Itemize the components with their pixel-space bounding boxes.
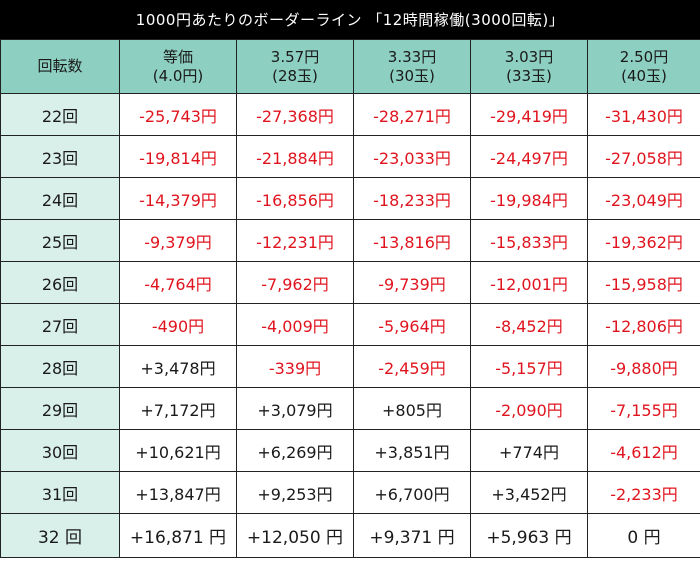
rotation-count-label: 24回 xyxy=(0,177,120,220)
table-cell: -14,379円 xyxy=(119,177,237,220)
column-header-line1: 等価 xyxy=(162,47,193,66)
table-cell: -2,233円 xyxy=(587,471,700,514)
rotation-count-label: 30回 xyxy=(0,429,120,472)
table-cell: -19,984円 xyxy=(470,177,588,220)
rotation-count-header: 回転数 xyxy=(0,39,120,94)
table-cell: -29,419円 xyxy=(470,93,588,136)
table-cell: -7,155円 xyxy=(587,387,700,430)
table-cell: -5,157円 xyxy=(470,345,588,388)
table-cell: -490円 xyxy=(119,303,237,346)
rotation-count-label: 22回 xyxy=(0,93,120,136)
table-cell: +805円 xyxy=(353,387,471,430)
rotation-count-label: 27回 xyxy=(0,303,120,346)
table-body: 22回 -25,743円 -27,368円 -28,271円 -29,419円 -31,4… xyxy=(0,93,700,558)
table-cell: -7,962円 xyxy=(236,261,354,304)
table-cell: -2,090円 xyxy=(470,387,588,430)
table-cell: -24,497円 xyxy=(470,135,588,178)
table-cell: -16,856円 xyxy=(236,177,354,220)
column-header-line1: 2.50円 xyxy=(619,47,669,66)
table-cell: -12,231円 xyxy=(236,219,354,262)
table-cell: -18,233円 xyxy=(353,177,471,220)
table-cell: -12,001円 xyxy=(470,261,588,304)
table-cell: +774円 xyxy=(470,429,588,472)
table-row: 22回 -25,743円 -27,368円 -28,271円 -29,419円 -31,4… xyxy=(0,93,700,136)
table-cell: -15,958円 xyxy=(587,261,700,304)
table-cell: +16,871 円 xyxy=(119,513,237,558)
rotation-count-label: 32 回 xyxy=(0,513,120,558)
table-cell: +12,050 円 xyxy=(236,513,354,558)
column-header-28-balls: 3.57円 (28玉) xyxy=(236,39,354,94)
table-cell: -15,833円 xyxy=(470,219,588,262)
table-cell: -19,362円 xyxy=(587,219,700,262)
table-cell: -13,816円 xyxy=(353,219,471,262)
column-header-line2: (33玉) xyxy=(506,66,552,85)
table-row: 26回 -4,764円 -7,962円 -9,739円 -12,001円 -15,958円 xyxy=(0,261,700,304)
header-row: 回転数 等価 (4.0円) 3.57円 (28玉) 3.33円 (30玉) 3.… xyxy=(0,39,700,94)
table-cell: +3,851円 xyxy=(353,429,471,472)
table-title: 1000円あたりのボーダーライン 「12時間稼働(3000回転)」 xyxy=(0,0,700,39)
table-cell: -5,964円 xyxy=(353,303,471,346)
table-cell: -12,806円 xyxy=(587,303,700,346)
table-row: 28回 +3,478円 -339円 -2,459円 -5,157円 -9,880円 xyxy=(0,345,700,388)
column-header-line1: 3.03円 xyxy=(504,47,554,66)
table-cell: +10,621円 xyxy=(119,429,237,472)
table-row: 23回 -19,814円 -21,884円 -23,033円 -24,497円 -27,0… xyxy=(0,135,700,178)
rotation-count-label: 25回 xyxy=(0,219,120,262)
table-cell: +5,963 円 xyxy=(470,513,588,558)
rotation-count-label: 28回 xyxy=(0,345,120,388)
table-cell: -9,739円 xyxy=(353,261,471,304)
table-cell: -28,271円 xyxy=(353,93,471,136)
table-cell: -339円 xyxy=(236,345,354,388)
column-header-line1: 3.57円 xyxy=(270,47,320,66)
table-cell: -4,764円 xyxy=(119,261,237,304)
rotation-count-label: 26回 xyxy=(0,261,120,304)
column-header-line1: 3.33円 xyxy=(387,47,437,66)
column-header-line2: (30玉) xyxy=(389,66,435,85)
table-cell: -19,814円 xyxy=(119,135,237,178)
border-line-table: 回転数 等価 (4.0円) 3.57円 (28玉) 3.33円 (30玉) 3.… xyxy=(0,39,700,558)
table-cell: -27,058円 xyxy=(587,135,700,178)
table-cell: 0 円 xyxy=(587,513,700,558)
table-cell: -9,379円 xyxy=(119,219,237,262)
table-row: 24回 -14,379円 -16,856円 -18,233円 -19,984円 -23,0… xyxy=(0,177,700,220)
table-row: 31回 +13,847円 +9,253円 +6,700円 +3,452円 -2,233円 xyxy=(0,471,700,514)
column-header-30-balls: 3.33円 (30玉) xyxy=(353,39,471,94)
table-cell: -27,368円 xyxy=(236,93,354,136)
table-cell: -31,430円 xyxy=(587,93,700,136)
table-cell: +13,847円 xyxy=(119,471,237,514)
column-header-line2: (4.0円) xyxy=(152,66,204,85)
table-cell: +9,253円 xyxy=(236,471,354,514)
column-header-line2: (28玉) xyxy=(272,66,318,85)
table-row: 27回 -490円 -4,009円 -5,964円 -8,452円 -12,806円 xyxy=(0,303,700,346)
table-cell: -21,884円 xyxy=(236,135,354,178)
table-cell: -23,049円 xyxy=(587,177,700,220)
column-header-line2: (40玉) xyxy=(621,66,667,85)
table-row: 25回 -9,379円 -12,231円 -13,816円 -15,833円 -19,36… xyxy=(0,219,700,262)
table-cell: +3,079円 xyxy=(236,387,354,430)
table-cell: -8,452円 xyxy=(470,303,588,346)
column-header-equal-rate: 等価 (4.0円) xyxy=(119,39,237,94)
table-cell: +7,172円 xyxy=(119,387,237,430)
table-cell: -23,033円 xyxy=(353,135,471,178)
rotation-count-label: 31回 xyxy=(0,471,120,514)
table-row: 29回 +7,172円 +3,079円 +805円 -2,090円 -7,155円 xyxy=(0,387,700,430)
table-cell: -4,009円 xyxy=(236,303,354,346)
table-cell: +3,452円 xyxy=(470,471,588,514)
table-cell: +6,700円 xyxy=(353,471,471,514)
column-header-33-balls: 3.03円 (33玉) xyxy=(470,39,588,94)
table-row: 30回 +10,621円 +6,269円 +3,851円 +774円 -4,612円 xyxy=(0,429,700,472)
table-cell: -4,612円 xyxy=(587,429,700,472)
table-cell: -9,880円 xyxy=(587,345,700,388)
table-cell: +3,478円 xyxy=(119,345,237,388)
rotation-count-label: 29回 xyxy=(0,387,120,430)
table-cell: -2,459円 xyxy=(353,345,471,388)
column-header-40-balls: 2.50円 (40玉) xyxy=(587,39,700,94)
rotation-count-label: 23回 xyxy=(0,135,120,178)
table-cell: -25,743円 xyxy=(119,93,237,136)
table-cell: +9,371 円 xyxy=(353,513,471,558)
table-cell: +6,269円 xyxy=(236,429,354,472)
